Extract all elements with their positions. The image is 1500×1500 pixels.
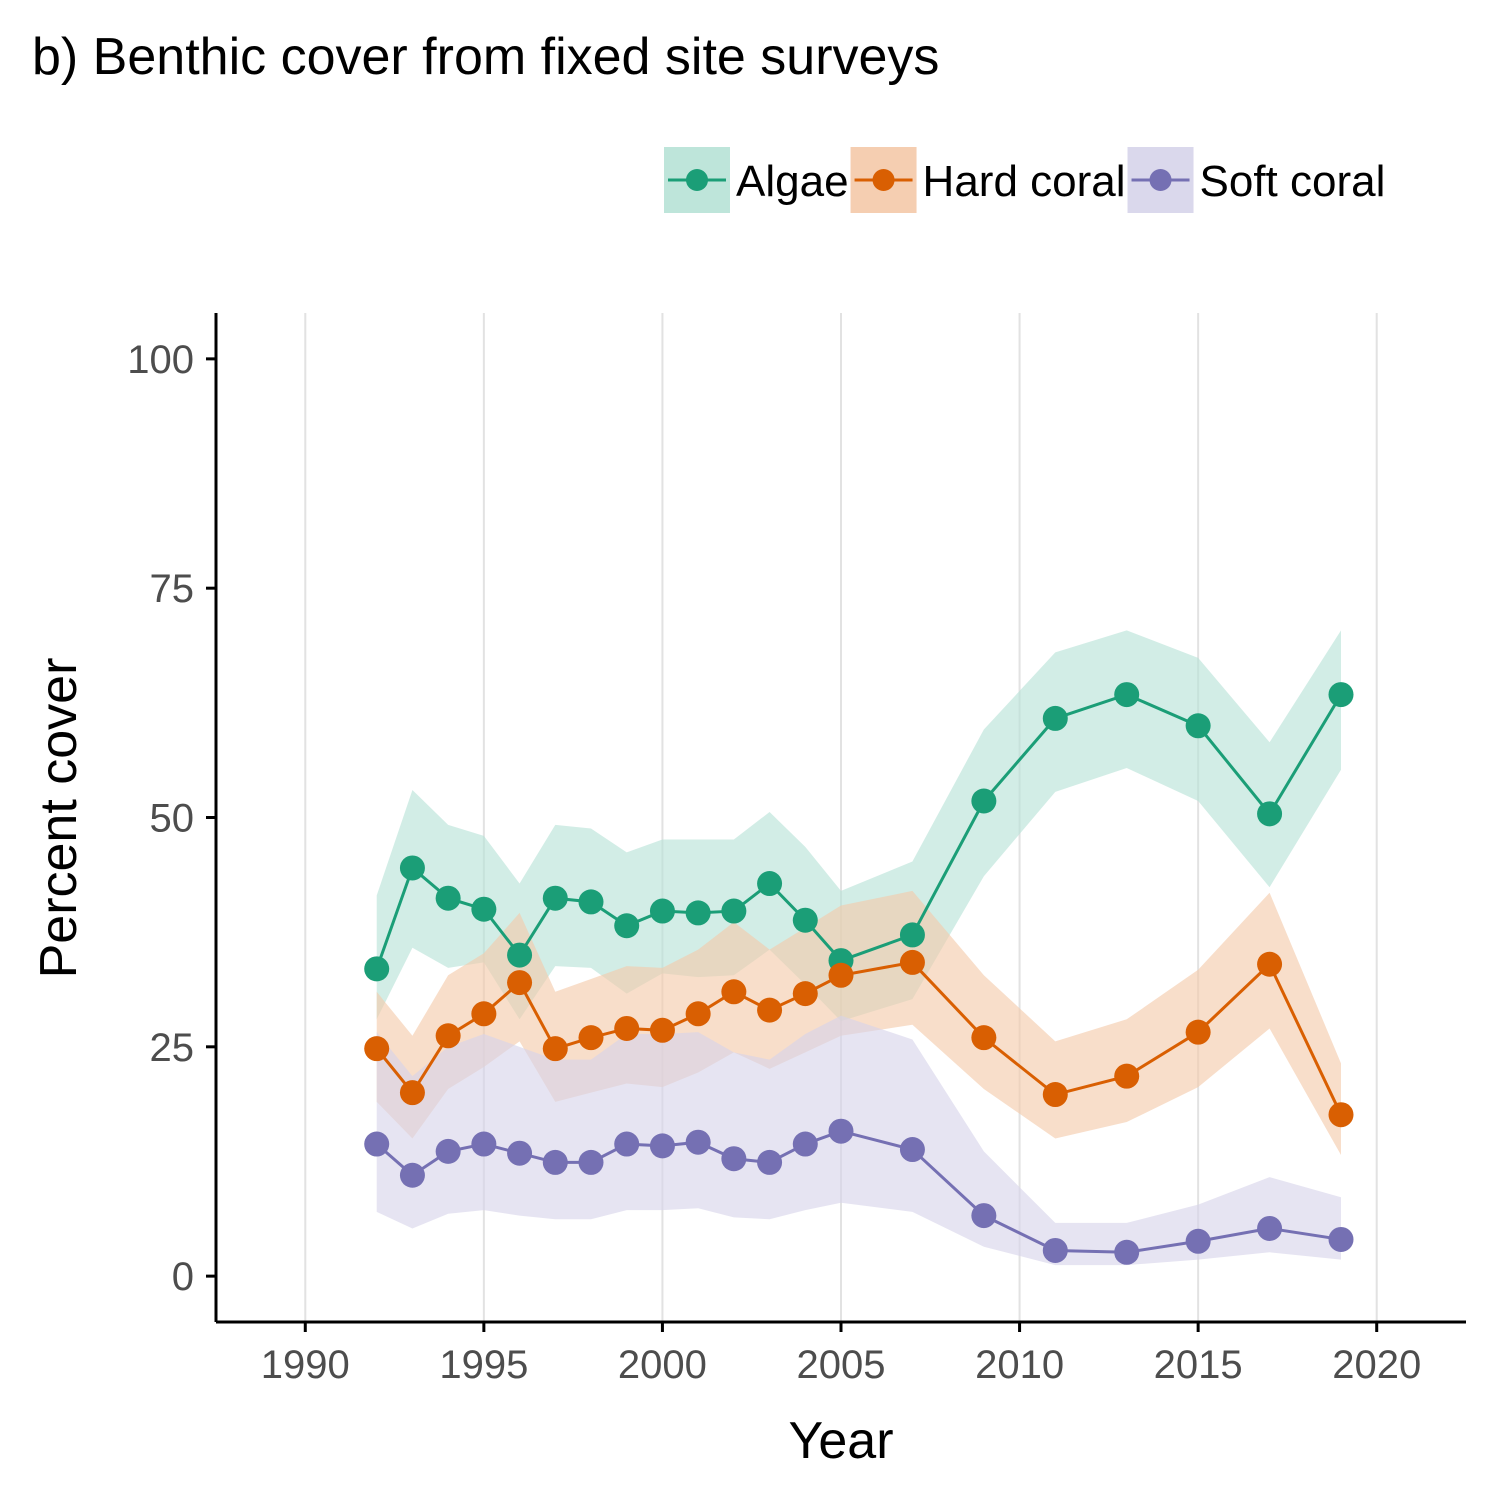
- legend-item-algae: Algae: [664, 147, 849, 213]
- x-tick-label: 2015: [1154, 1343, 1243, 1387]
- hard-coral-point-2011: [1042, 1082, 1068, 1108]
- series-points: [364, 682, 1354, 1265]
- x-axis-title: Year: [788, 1412, 893, 1470]
- legend: Algae Hard coral Soft coral: [664, 147, 1385, 213]
- algae-point-1994: [435, 885, 461, 911]
- soft-coral-point-2011: [1042, 1237, 1068, 1263]
- y-tick-label: 100: [127, 338, 194, 382]
- algae-point-1997: [542, 885, 568, 911]
- algae-point-2017: [1257, 801, 1283, 827]
- algae-point-2003: [757, 871, 783, 897]
- legend-label-hard-coral: Hard coral: [923, 157, 1126, 206]
- hard-coral-point-1998: [578, 1025, 604, 1051]
- soft-coral-point-2004: [792, 1131, 818, 1157]
- hard-coral-point-1997: [542, 1036, 568, 1062]
- hard-coral-point-2003: [757, 997, 783, 1023]
- algae-point-1995: [471, 896, 497, 922]
- algae-point-2013: [1114, 682, 1140, 708]
- algae-point-2011: [1042, 705, 1068, 731]
- soft-coral-point-1992: [364, 1131, 390, 1157]
- legend-item-soft-coral: Soft coral: [1127, 147, 1386, 213]
- hard-coral-point-2002: [721, 979, 747, 1005]
- chart-title: b) Benthic cover from fixed site surveys: [32, 28, 939, 86]
- soft-coral-point-1995: [471, 1131, 497, 1157]
- soft-coral-point-2019: [1328, 1226, 1354, 1252]
- y-axis-ticks: 0 25 50 75 100: [127, 338, 216, 1299]
- soft-coral-point-1998: [578, 1149, 604, 1175]
- y-tick-label: 0: [172, 1255, 194, 1299]
- soft-coral-ci-band: [376, 1015, 1341, 1266]
- x-tick-label: 2000: [618, 1343, 707, 1387]
- x-tick-label: 2005: [797, 1343, 886, 1387]
- soft-coral-point-1993: [399, 1162, 425, 1188]
- legend-item-hard-coral: Hard coral: [850, 147, 1126, 213]
- hard-coral-point-2015: [1185, 1019, 1211, 1045]
- algae-point-2004: [792, 907, 818, 933]
- algae-point-2007: [899, 922, 925, 948]
- soft-coral-point-1996: [507, 1140, 533, 1166]
- algae-point-1998: [578, 889, 604, 915]
- soft-coral-point-2000: [649, 1133, 675, 1159]
- hard-coral-point-1995: [471, 1001, 497, 1027]
- algae-point-2001: [685, 900, 711, 926]
- soft-coral-point-2017: [1257, 1215, 1283, 1241]
- hard-coral-point-1992: [364, 1036, 390, 1062]
- soft-coral-point-2001: [685, 1129, 711, 1155]
- soft-coral-point-1994: [435, 1138, 461, 1164]
- soft-coral-point-1997: [542, 1149, 568, 1175]
- soft-coral-point-2015: [1185, 1228, 1211, 1254]
- y-axis-title: Percent cover: [30, 658, 88, 979]
- hard-coral-point-2013: [1114, 1063, 1140, 1089]
- hard-coral-point-1999: [614, 1015, 640, 1041]
- hard-coral-point-2007: [899, 949, 925, 975]
- algae-point-2000: [649, 898, 675, 924]
- hard-coral-point-2000: [649, 1017, 675, 1043]
- y-tick-label: 75: [150, 567, 195, 611]
- soft-coral-point-2013: [1114, 1239, 1140, 1265]
- hard-coral-point-2019: [1328, 1102, 1354, 1128]
- hard-coral-point-2005: [828, 962, 854, 988]
- x-tick-label: 1990: [261, 1343, 350, 1387]
- x-axis-ticks: 1990 1995 2000 2005 2010 2015 2020: [261, 1322, 1421, 1387]
- algae-point-2002: [721, 898, 747, 924]
- soft-coral-point-2005: [828, 1118, 854, 1144]
- plot-area: [304, 313, 1378, 1322]
- soft-coral-point-2007: [899, 1137, 925, 1163]
- hard-coral-point-2009: [971, 1025, 997, 1051]
- hard-coral-point-1993: [399, 1080, 425, 1106]
- legend-label-soft-coral: Soft coral: [1200, 157, 1386, 206]
- hard-coral-point-2001: [685, 1001, 711, 1027]
- y-tick-label: 25: [150, 1026, 195, 1070]
- hard-coral-point-2017: [1257, 951, 1283, 977]
- algae-point-2015: [1185, 713, 1211, 739]
- soft-coral-point-2002: [721, 1146, 747, 1172]
- hard-coral-point-2004: [792, 981, 818, 1007]
- hard-coral-point-1994: [435, 1023, 461, 1049]
- soft-coral-point-2009: [971, 1203, 997, 1229]
- x-tick-label: 1995: [439, 1343, 528, 1387]
- algae-point-1993: [399, 855, 425, 881]
- x-tick-label: 2020: [1332, 1343, 1421, 1387]
- algae-point-2009: [971, 788, 997, 814]
- algae-point-1999: [614, 913, 640, 939]
- soft-coral-point-2003: [757, 1149, 783, 1175]
- x-tick-label: 2010: [975, 1343, 1064, 1387]
- algae-point-1996: [507, 942, 533, 968]
- algae-point-1992: [364, 956, 390, 982]
- algae-point-2019: [1328, 682, 1354, 708]
- legend-point-hard-coral: [872, 169, 895, 191]
- legend-label-algae: Algae: [736, 157, 849, 206]
- legend-point-soft-coral: [1149, 169, 1172, 191]
- soft-coral-point-1999: [614, 1131, 640, 1157]
- y-tick-label: 50: [150, 797, 195, 841]
- legend-point-algae: [686, 169, 708, 191]
- hard-coral-point-1996: [507, 970, 533, 996]
